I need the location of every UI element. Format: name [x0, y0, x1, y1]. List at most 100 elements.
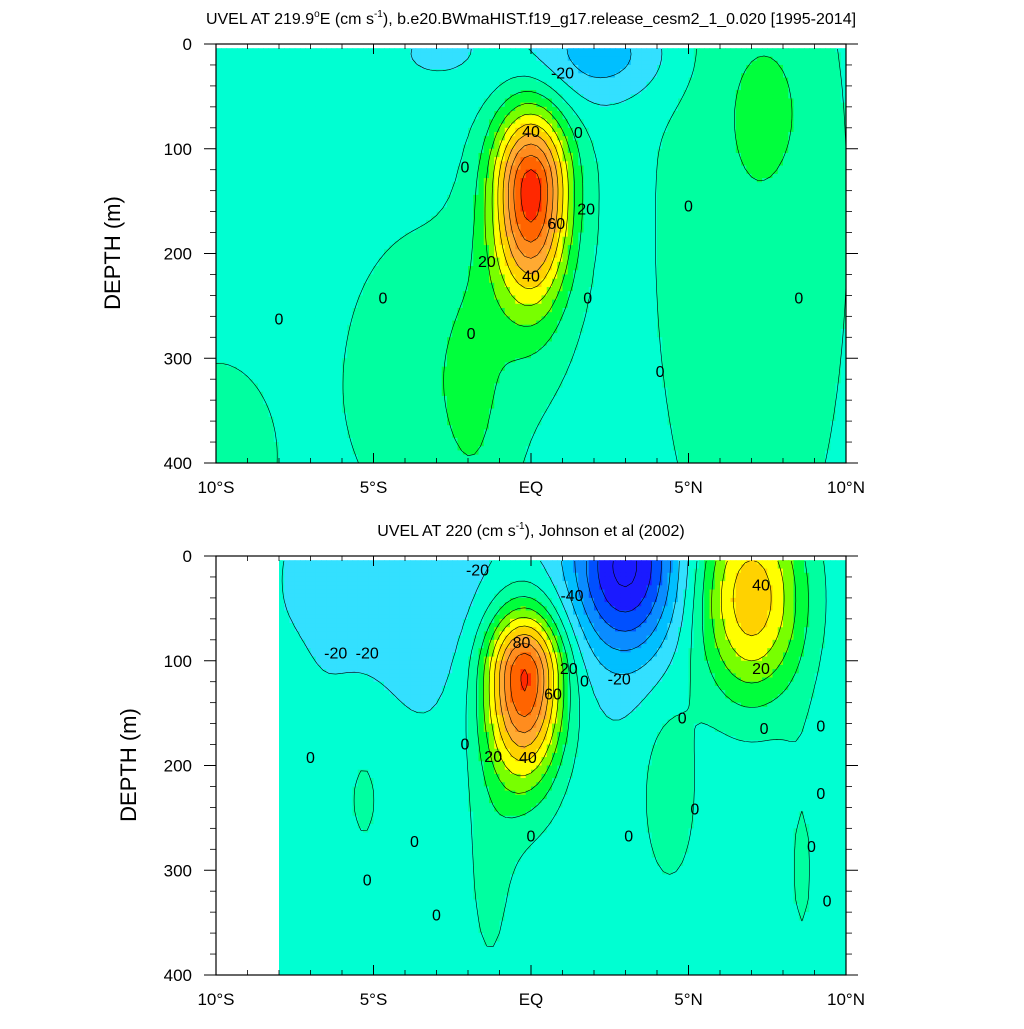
contour-cell [504, 173, 511, 179]
contour-cell [788, 90, 795, 95]
contour-cell [709, 119, 716, 125]
contour-cell [788, 119, 795, 125]
contour-cell [567, 115, 574, 121]
contour-cell [368, 81, 375, 87]
contour-cell [394, 148, 401, 154]
contour-cell [699, 140, 705, 146]
contour-cell [825, 173, 831, 179]
contour-cell [242, 203, 249, 209]
contour-cell [777, 52, 784, 58]
contour-cell [494, 182, 501, 188]
contour-cell [762, 102, 768, 108]
contour-cell [447, 186, 453, 192]
contour-cell [562, 102, 569, 108]
contour-cell [268, 215, 275, 221]
contour-cell [216, 194, 222, 200]
contour-cell [651, 173, 658, 179]
contour-cell [814, 161, 821, 167]
contour-cell [363, 85, 369, 91]
contour-cell [347, 73, 354, 79]
contour-cell [473, 73, 480, 79]
contour-cell [720, 69, 726, 74]
contour-cell [599, 152, 606, 158]
contour-cell [741, 148, 747, 154]
contour-cell [657, 77, 663, 83]
contour-cell [767, 94, 774, 100]
contour-cell [562, 127, 569, 133]
contour-cell [378, 152, 385, 158]
contour-cell [415, 119, 422, 125]
contour-cell [683, 115, 690, 121]
contour-cell [536, 165, 543, 171]
contour-cell [783, 182, 789, 188]
contour-cell [483, 161, 490, 167]
contour-cell [693, 178, 700, 183]
contour-cell [294, 48, 301, 53]
contour-cell [242, 102, 249, 108]
contour-cell [462, 81, 469, 87]
contour-cell [221, 131, 228, 137]
contour-cell [231, 148, 238, 154]
contour-cell [840, 69, 846, 74]
contour-cell [630, 148, 637, 154]
contour-cell [499, 194, 506, 200]
contour-cell [321, 182, 327, 188]
contour-cell [336, 123, 343, 129]
contour-cell [546, 136, 553, 141]
contour-cell [756, 52, 763, 58]
contour-cell [583, 219, 590, 225]
contour-cell [720, 173, 726, 179]
contour-cell [693, 52, 700, 58]
contour-cell [699, 81, 705, 87]
contour-cell [557, 173, 564, 179]
contour-cell [368, 98, 375, 104]
contour-cell [567, 127, 574, 133]
contour-cell [389, 115, 396, 121]
contour-cell [268, 60, 275, 66]
contour-cell [300, 215, 306, 221]
contour-cell [756, 64, 763, 70]
contour-cell [357, 215, 364, 221]
contour-cell [840, 144, 846, 150]
contour-cell [798, 64, 805, 70]
contour-cell [420, 73, 427, 79]
contour-cell [420, 194, 427, 200]
contour-cell [473, 203, 480, 209]
contour-cell [651, 194, 658, 200]
contour-cell [714, 211, 721, 217]
contour-cell [216, 69, 222, 74]
contour-cell [310, 90, 317, 95]
contour-cell [783, 131, 789, 137]
contour-cell [468, 90, 474, 95]
contour-cell [804, 123, 810, 129]
contour-cell [252, 123, 259, 129]
contour-cell [520, 69, 527, 74]
contour-cell [830, 211, 837, 217]
contour-cell [399, 106, 406, 112]
contour-cell [809, 203, 816, 209]
contour-cell [814, 52, 821, 58]
contour-cell [247, 111, 254, 116]
contour-cell [657, 102, 663, 108]
contour-cell [741, 144, 747, 150]
contour-cell [221, 106, 228, 112]
contour-cell [242, 127, 249, 133]
contour-cell [751, 111, 758, 116]
contour-cell [342, 140, 348, 146]
contour-cell [793, 48, 800, 53]
contour-cell [363, 190, 369, 196]
contour-cell [630, 203, 637, 209]
contour-cell [725, 207, 732, 213]
contour-cell [462, 148, 469, 154]
contour-cell [373, 215, 380, 221]
contour-cell [793, 98, 800, 104]
contour-cell [641, 140, 648, 146]
contour-cell [646, 190, 653, 196]
contour-cell [793, 123, 800, 129]
contour-cell [552, 127, 558, 133]
contour-cell [672, 207, 679, 213]
contour-cell [662, 173, 669, 179]
contour-cell [725, 123, 732, 129]
contour-cell [305, 136, 312, 141]
contour-cell [326, 140, 333, 146]
